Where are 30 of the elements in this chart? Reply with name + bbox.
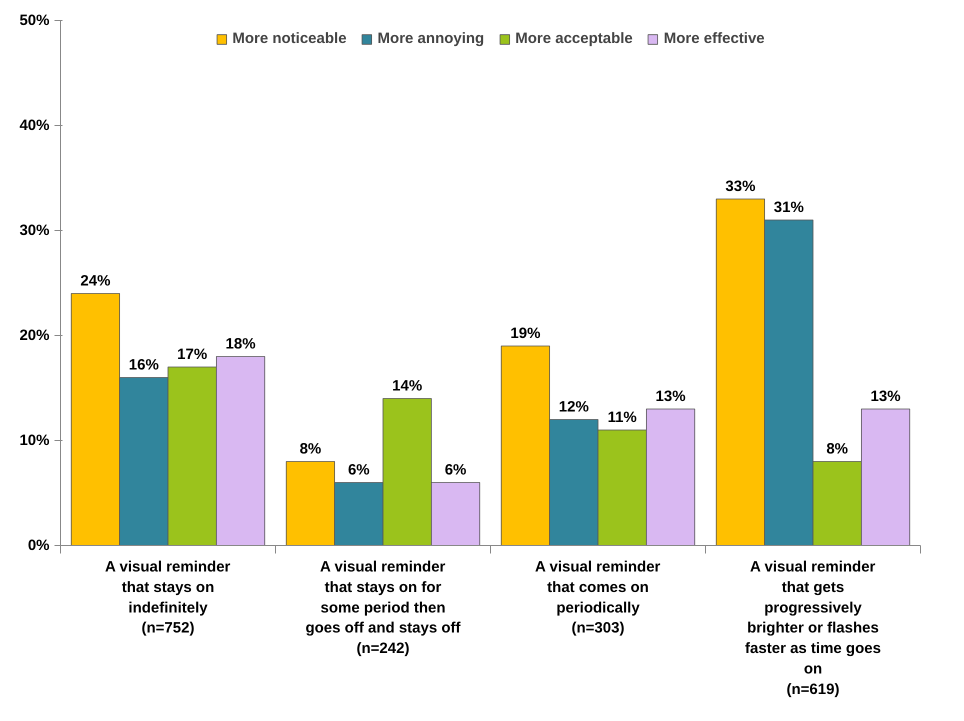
y-tick-label: 0% [28, 537, 50, 554]
data-label: 18% [226, 336, 256, 352]
data-label: 11% [608, 409, 637, 426]
legend-label: More acceptable [515, 30, 633, 47]
data-label: 12% [558, 398, 589, 416]
data-label: 17% [177, 346, 208, 363]
y-tick-label: 50% [19, 12, 50, 29]
y-tick-label: 20% [19, 327, 50, 344]
data-label: 24% [80, 272, 110, 290]
legend-label: More effective [664, 30, 765, 47]
data-label: 14% [392, 378, 422, 394]
data-label: 31% [774, 199, 804, 216]
legend-label: More noticeable [232, 30, 347, 47]
x-tick-label: A visual reminder that stays on for some period then goes off and stays off (n=242) [305, 558, 462, 658]
x-tick-label: A visual reminder that comes on periodically (n=303) [535, 558, 661, 637]
data-label: 8% [826, 440, 848, 458]
y-tick-label: 40% [19, 117, 50, 134]
data-label: 13% [656, 388, 686, 405]
y-tick-label: 10% [19, 432, 50, 449]
data-label: 13% [870, 388, 901, 405]
data-label: 8% [300, 440, 322, 458]
y-tick-label: 30% [19, 222, 50, 239]
data-label: 16% [128, 356, 159, 374]
data-label: 19% [510, 325, 540, 342]
legend-label: More annoying [378, 30, 484, 47]
data-label: 33% [725, 178, 756, 195]
data-label: 6% [348, 462, 370, 478]
data-label: 6% [444, 462, 466, 478]
x-tick-label: A visual reminder that stays on indefinitely (n=752) [105, 558, 231, 637]
x-tick-label: A visual reminder that gets progressively brighter or flashes faster as time goes on (n=619) [745, 558, 881, 698]
